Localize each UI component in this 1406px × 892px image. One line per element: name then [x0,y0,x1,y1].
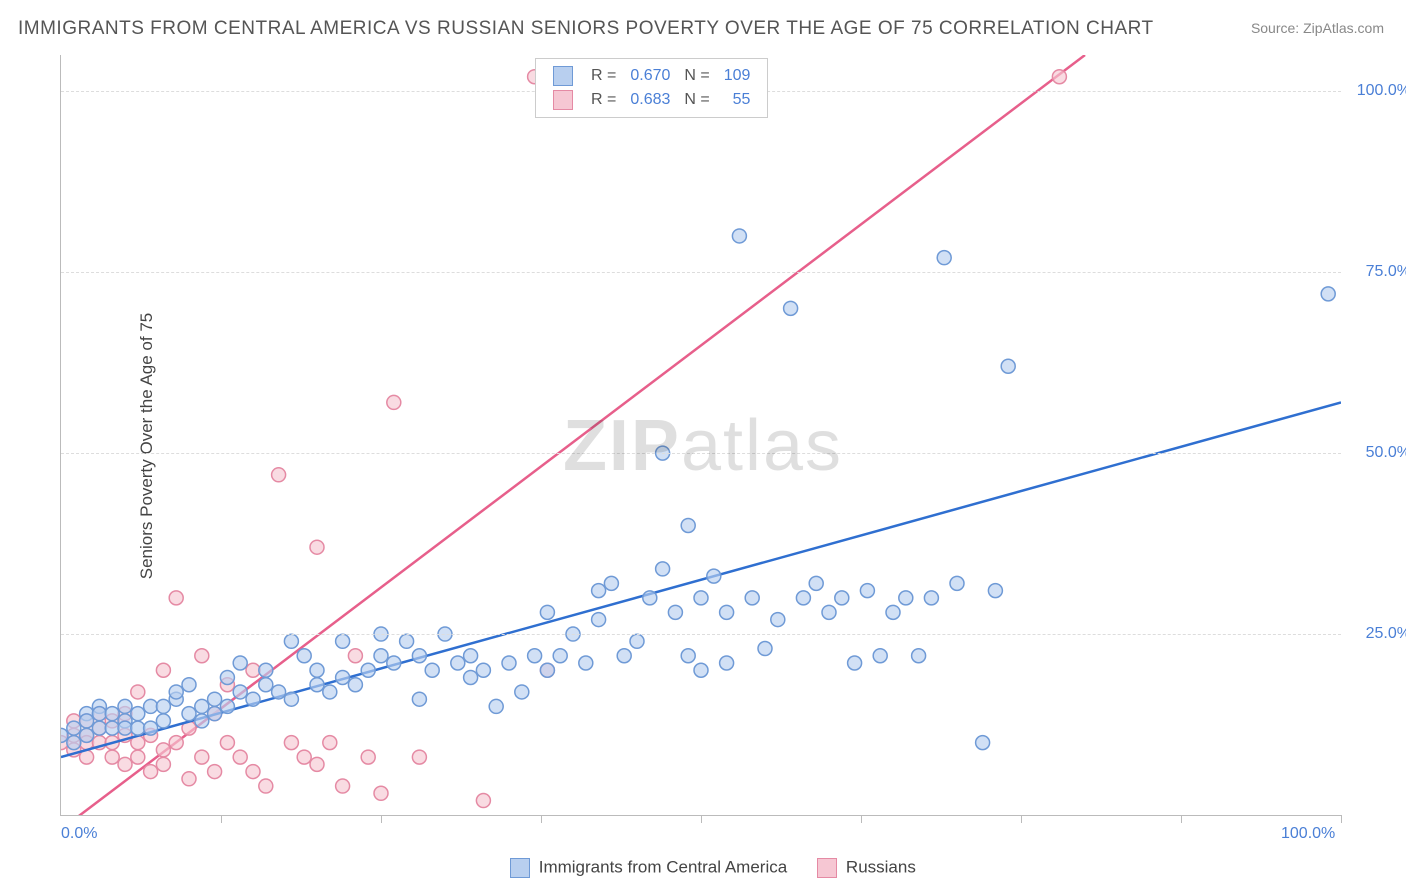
y-tick-label: 25.0% [1366,625,1406,643]
legend-label: Russians [841,858,916,877]
legend-swatch [510,858,530,878]
y-tick-label: 100.0% [1357,82,1406,100]
x-tick [861,815,862,823]
y-tick-label: 75.0% [1366,263,1406,281]
x-tick [1181,815,1182,823]
source-label: Source: ZipAtlas.com [1251,20,1384,36]
x-tick [1341,815,1342,823]
x-tick [221,815,222,823]
x-tick [541,815,542,823]
plot-area: 25.0%50.0%75.0%100.0%0.0%100.0% [60,55,1341,816]
y-tick-label: 50.0% [1366,444,1406,462]
legend-swatch [817,858,837,878]
legend-stats: R =0.670N =109R =0.683N =55 [535,58,768,118]
legend-stat-row: R =0.670N =109 [546,64,757,88]
x-tick-label: 0.0% [61,825,97,843]
chart-svg [61,55,1341,815]
gridline-h [61,272,1341,273]
x-tick [381,815,382,823]
x-tick-label: 100.0% [1281,825,1335,843]
legend-label: Immigrants from Central America [534,858,787,877]
gridline-h [61,634,1341,635]
gridline-h [61,453,1341,454]
x-tick [701,815,702,823]
chart-title: IMMIGRANTS FROM CENTRAL AMERICA VS RUSSI… [18,18,1154,40]
legend-series: Immigrants from Central America Russians [510,857,916,878]
legend-stat-row: R =0.683N =55 [546,88,757,112]
x-tick [1021,815,1022,823]
